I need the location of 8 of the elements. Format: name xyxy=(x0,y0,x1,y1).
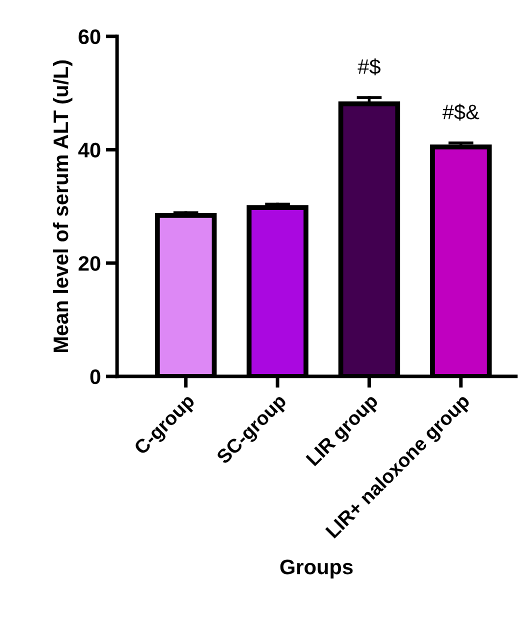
y-axis-title: Mean level of serum ALT (u/L) xyxy=(52,60,72,352)
annotation: #$ xyxy=(358,58,380,76)
y-tick-label: 20 xyxy=(78,256,100,271)
y-tick-label: 0 xyxy=(90,369,100,384)
y-tick-label: 60 xyxy=(78,29,100,44)
annotation: #$& xyxy=(442,104,480,121)
y-tick-label: 40 xyxy=(78,142,100,158)
x-axis-title: Groups xyxy=(280,560,353,578)
